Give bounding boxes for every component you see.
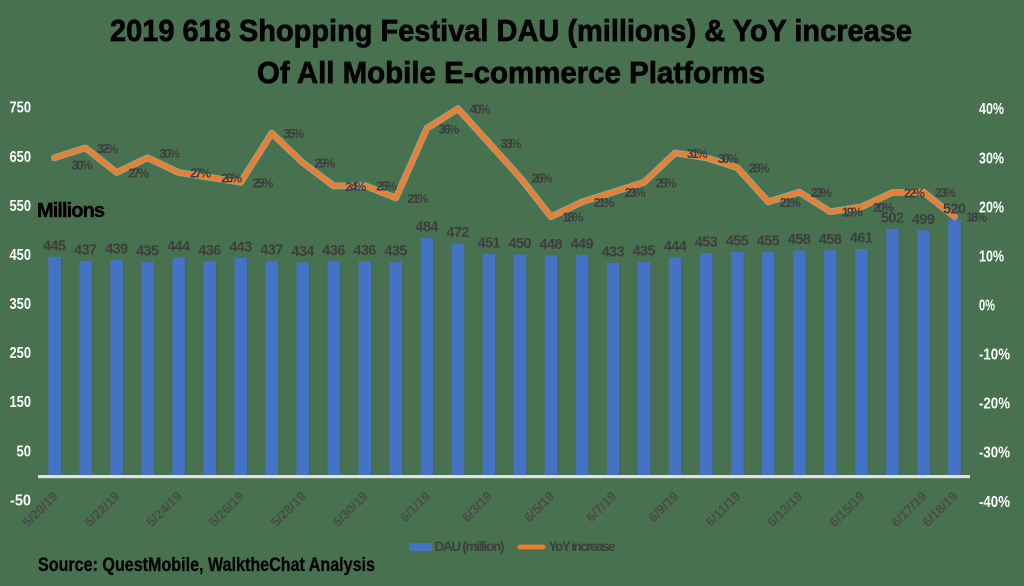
- svg-text:455: 455: [757, 234, 780, 250]
- svg-text:461: 461: [850, 231, 873, 247]
- svg-text:150: 150: [10, 394, 32, 411]
- svg-text:Source: QuestMobile, WalktheCh: Source: QuestMobile, WalktheChat Analysi…: [38, 555, 375, 576]
- svg-text:23%: 23%: [625, 186, 646, 200]
- svg-text:31%: 31%: [687, 147, 708, 161]
- svg-text:550: 550: [10, 198, 32, 215]
- svg-text:10%: 10%: [979, 248, 1004, 265]
- svg-text:24%: 24%: [345, 180, 366, 194]
- svg-text:26%: 26%: [221, 171, 242, 185]
- svg-text:23%: 23%: [811, 186, 832, 200]
- svg-text:451: 451: [478, 235, 501, 251]
- svg-text:30%: 30%: [72, 159, 93, 173]
- svg-text:435: 435: [136, 243, 159, 259]
- svg-text:40%: 40%: [979, 101, 1004, 118]
- svg-text:22%: 22%: [904, 187, 925, 201]
- svg-text:650: 650: [10, 149, 32, 166]
- svg-text:Millions: Millions: [37, 200, 105, 222]
- svg-text:-20%: -20%: [979, 396, 1010, 413]
- svg-text:32%: 32%: [97, 142, 118, 156]
- svg-text:436: 436: [198, 243, 221, 259]
- svg-text:29%: 29%: [314, 157, 335, 171]
- svg-text:35%: 35%: [283, 127, 304, 141]
- svg-text:450: 450: [509, 236, 532, 252]
- svg-text:-30%: -30%: [979, 445, 1010, 462]
- svg-text:36%: 36%: [438, 122, 459, 136]
- svg-text:-10%: -10%: [979, 347, 1010, 364]
- svg-text:450: 450: [10, 247, 32, 264]
- svg-text:-40%: -40%: [979, 494, 1010, 511]
- svg-text:40%: 40%: [469, 103, 490, 117]
- svg-text:443: 443: [229, 239, 252, 255]
- svg-text:25%: 25%: [376, 180, 397, 194]
- svg-text:436: 436: [353, 243, 376, 259]
- svg-text:30%: 30%: [979, 150, 1004, 167]
- svg-text:472: 472: [446, 225, 469, 241]
- svg-text:33%: 33%: [501, 137, 522, 151]
- svg-text:23%: 23%: [935, 186, 956, 200]
- svg-text:Of All Mobile E-commerce Platf: Of All Mobile E-commerce Platforms: [257, 55, 765, 90]
- svg-text:0%: 0%: [979, 298, 995, 315]
- svg-text:520: 520: [943, 202, 966, 218]
- svg-text:455: 455: [726, 234, 749, 250]
- svg-text:750: 750: [10, 100, 32, 117]
- svg-text:21%: 21%: [594, 196, 615, 210]
- svg-text:436: 436: [322, 243, 345, 259]
- svg-text:448: 448: [540, 237, 563, 253]
- svg-text:435: 435: [633, 243, 656, 259]
- svg-text:444: 444: [664, 239, 687, 255]
- svg-text:453: 453: [695, 235, 718, 251]
- svg-text:458: 458: [819, 232, 842, 248]
- svg-text:444: 444: [167, 239, 190, 255]
- svg-text:25%: 25%: [252, 176, 273, 190]
- svg-text:433: 433: [602, 244, 625, 260]
- svg-text:499: 499: [912, 212, 935, 228]
- svg-text:350: 350: [10, 296, 32, 313]
- svg-text:26%: 26%: [532, 171, 553, 185]
- svg-text:18%: 18%: [563, 211, 584, 225]
- svg-text:DAU (million): DAU (million): [435, 539, 505, 554]
- svg-text:458: 458: [788, 232, 811, 248]
- svg-text:439: 439: [105, 241, 128, 257]
- svg-text:27%: 27%: [190, 167, 211, 181]
- svg-text:30%: 30%: [718, 152, 739, 166]
- svg-text:250: 250: [10, 345, 32, 362]
- svg-text:YoY increase: YoY increase: [549, 539, 616, 554]
- svg-text:445: 445: [43, 238, 66, 254]
- svg-text:484: 484: [415, 219, 438, 235]
- svg-text:20%: 20%: [979, 199, 1004, 216]
- svg-text:502: 502: [881, 210, 904, 226]
- svg-text:437: 437: [260, 242, 283, 258]
- svg-text:28%: 28%: [749, 162, 770, 176]
- svg-text:21%: 21%: [407, 192, 428, 206]
- svg-text:30%: 30%: [159, 147, 180, 161]
- svg-text:19%: 19%: [842, 206, 863, 220]
- svg-text:25%: 25%: [656, 176, 677, 190]
- svg-text:21%: 21%: [780, 196, 801, 210]
- svg-text:-50: -50: [10, 492, 31, 509]
- svg-text:449: 449: [571, 236, 594, 252]
- svg-text:27%: 27%: [128, 167, 149, 181]
- svg-text:435: 435: [384, 243, 407, 259]
- svg-text:20%: 20%: [873, 201, 894, 215]
- svg-text:437: 437: [74, 242, 97, 258]
- svg-text:434: 434: [291, 244, 314, 260]
- svg-text:2019 618 Shopping Festival DAU: 2019 618 Shopping Festival DAU (millions…: [110, 13, 912, 48]
- svg-text:50: 50: [17, 443, 32, 460]
- svg-text:18%: 18%: [966, 211, 987, 225]
